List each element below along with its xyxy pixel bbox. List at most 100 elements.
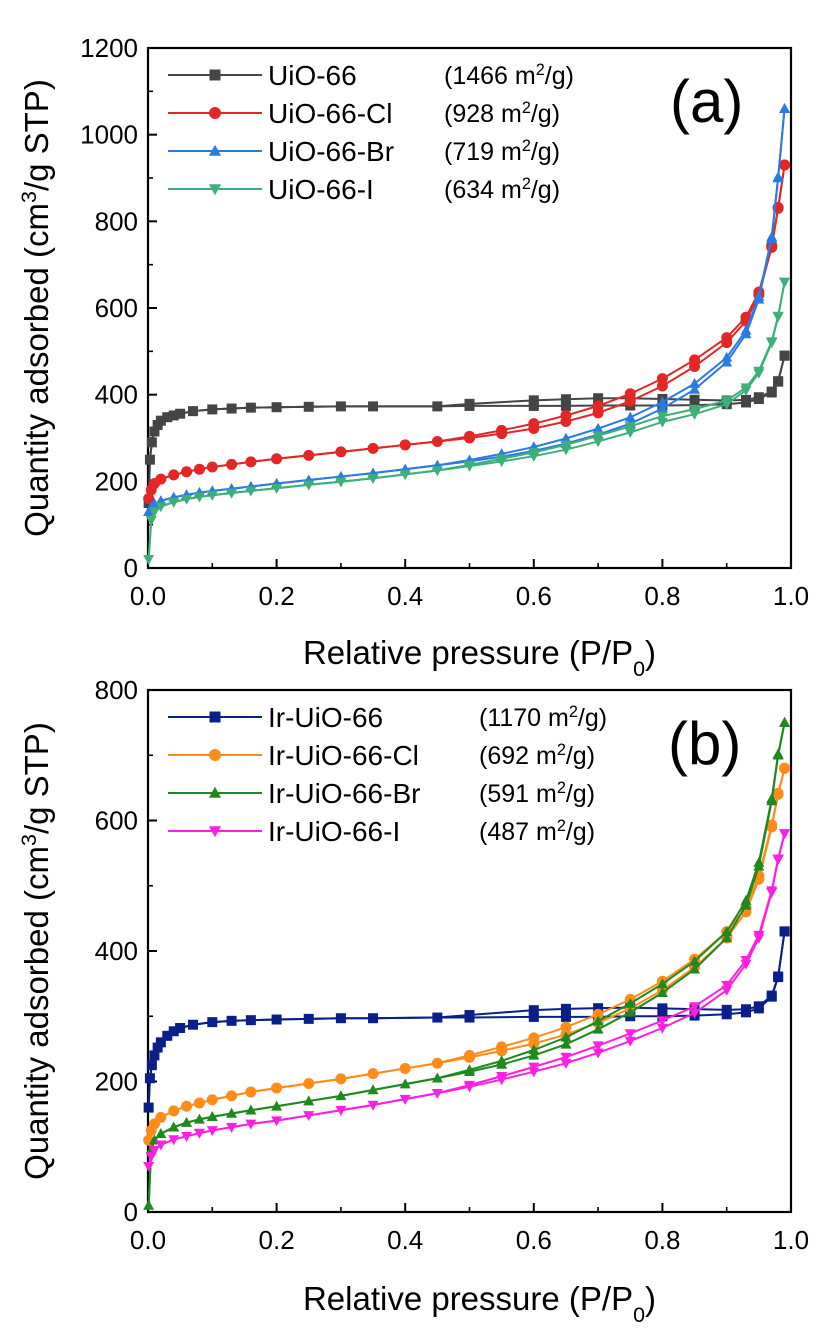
data-point: [175, 408, 186, 419]
data-point: [226, 1122, 238, 1133]
data-point: [592, 1008, 604, 1020]
data-point: [367, 442, 379, 454]
data-point: [368, 1013, 379, 1024]
data-point: [367, 1100, 379, 1111]
legend-surface-area: (692 m2/g): [479, 741, 595, 770]
data-point: [689, 409, 701, 420]
data-point: [143, 493, 155, 505]
legend-label: UiO-66-Br: [268, 136, 394, 167]
series-ir-uio-66-br: [143, 716, 791, 1210]
series-line: [147, 281, 786, 560]
data-point: [496, 1055, 508, 1066]
data-point: [431, 466, 443, 477]
data-point: [399, 1078, 411, 1089]
data-point: [193, 492, 205, 503]
x-tick-label: 0.8: [644, 581, 680, 611]
y-tick-label: 800: [95, 675, 138, 705]
data-point: [162, 412, 173, 423]
data-point: [624, 1006, 636, 1017]
y-tick-label: 1200: [80, 33, 138, 63]
data-point: [155, 1140, 167, 1151]
data-point: [656, 417, 668, 428]
data-point: [560, 409, 572, 421]
data-point: [226, 1015, 237, 1026]
data-point: [464, 398, 475, 409]
data-point: [226, 1107, 238, 1118]
data-point: [367, 474, 379, 484]
legend-marker: [209, 69, 221, 81]
y-tick-label: 1000: [80, 120, 138, 150]
data-point: [560, 1011, 571, 1022]
legend-label: Ir-UiO-66-Cl: [268, 740, 419, 771]
series-line-desorption: [147, 281, 786, 560]
data-point: [740, 383, 752, 394]
legend-entry: Ir-UiO-66-Br (591 m2/g): [168, 778, 595, 809]
data-point: [721, 932, 733, 943]
data-point: [496, 1041, 508, 1053]
data-point: [271, 1116, 283, 1127]
panel-label: (a): [670, 68, 743, 135]
data-point: [772, 787, 784, 799]
data-point: [560, 440, 572, 451]
data-point: [592, 1041, 604, 1052]
data-point: [689, 1002, 701, 1013]
data-point: [721, 980, 733, 991]
data-point: [656, 1023, 668, 1034]
legend-marker: [208, 184, 222, 196]
data-point: [592, 1048, 604, 1059]
data-point: [689, 404, 701, 415]
legend-label: UiO-66: [268, 60, 357, 91]
data-point: [766, 231, 778, 242]
data-point: [721, 351, 733, 362]
data-point: [560, 1031, 572, 1042]
x-tick-label: 1.0: [773, 581, 809, 611]
data-point: [148, 498, 160, 509]
legend-surface-area: (1466 m2/g): [444, 61, 574, 90]
legend-surface-area: (719 m2/g): [444, 137, 560, 166]
legend-marker: [209, 107, 221, 119]
data-point: [528, 1062, 540, 1073]
data-point: [689, 955, 701, 966]
data-point: [175, 1022, 186, 1033]
data-point: [560, 1003, 571, 1014]
y-tick-label: 0: [124, 553, 138, 583]
data-point: [303, 401, 314, 412]
data-point: [657, 1003, 668, 1014]
data-point: [168, 1026, 179, 1037]
data-point: [303, 1077, 315, 1089]
data-point: [772, 311, 784, 322]
data-point: [624, 1029, 636, 1040]
legend-entry: UiO-66-Cl (928 m2/g): [168, 98, 560, 129]
series-line: [147, 833, 786, 1167]
data-point: [689, 394, 700, 405]
data-point: [560, 1052, 572, 1063]
data-point: [779, 762, 791, 774]
x-tick-label: 0.0: [130, 581, 166, 611]
y-axis-label: Quantity adsorbed (cm3/g STP): [17, 79, 55, 537]
data-point: [753, 856, 765, 867]
x-tick-label: 0.4: [387, 1225, 423, 1255]
data-point: [464, 1010, 475, 1021]
data-point: [624, 428, 636, 439]
data-point: [740, 955, 752, 966]
data-point: [146, 1060, 157, 1071]
data-point: [657, 1011, 668, 1022]
data-point: [740, 394, 751, 405]
data-point: [206, 1094, 218, 1106]
data-point: [335, 477, 347, 488]
data-point: [496, 1071, 508, 1082]
data-point: [181, 1132, 193, 1143]
legend-label: Ir-UiO-66: [268, 702, 383, 733]
series-ir-uio-66-cl: [143, 762, 791, 1146]
y-tick-label: 600: [95, 293, 138, 323]
data-point: [766, 793, 778, 804]
data-point: [226, 403, 237, 414]
data-point: [773, 376, 784, 387]
x-tick-label: 0.6: [516, 1225, 552, 1255]
x-tick-label: 0.2: [259, 581, 295, 611]
data-point: [689, 1008, 701, 1019]
series-uio-66: [143, 350, 790, 508]
x-axis-label: Relative pressure (P/P0): [303, 1280, 656, 1327]
series-line: [147, 164, 786, 499]
